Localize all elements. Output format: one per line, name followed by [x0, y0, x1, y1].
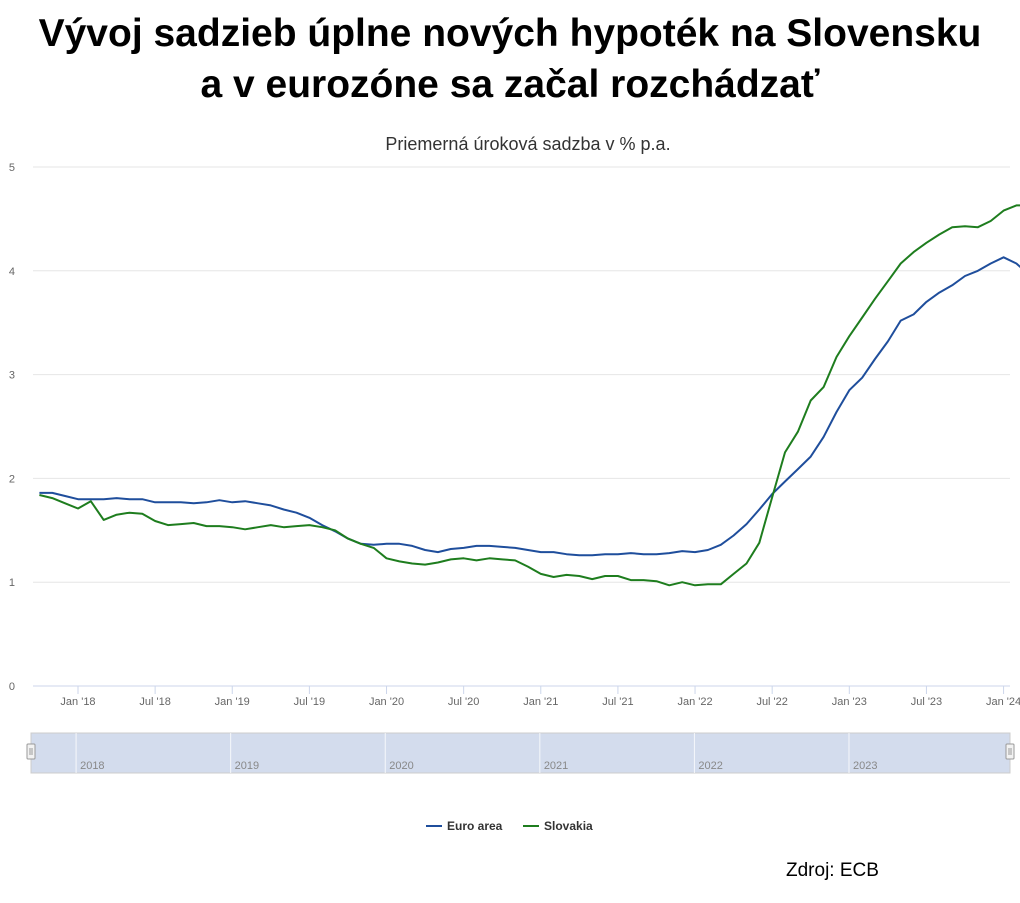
x-tick-label: Jan '18 — [60, 696, 95, 708]
y-tick-label: 0 — [9, 681, 15, 693]
range-navigator[interactable]: 2018 2019 2020 2021 2022 2023 — [26, 732, 1015, 774]
y-tick-label: 2 — [9, 473, 15, 485]
navigator-year-label: 2021 — [544, 760, 568, 772]
x-axis: Jan '18 Jul '18 Jan '19 Jul '19 Jan '20 Jul '… — [33, 685, 1020, 708]
x-tick-label: Jul '23 — [911, 696, 942, 708]
source-note: Zdroj: ECB — [786, 860, 879, 881]
gridlines — [33, 166, 1010, 583]
navigator-year-label: 2019 — [235, 760, 259, 772]
x-tick-label: Jul '18 — [139, 696, 170, 708]
x-tick-label: Jul '19 — [294, 696, 325, 708]
x-tick-label: Jan '22 — [677, 696, 712, 708]
navigator-handle-left[interactable] — [26, 743, 36, 760]
x-tick-label: Jul '22 — [756, 696, 787, 708]
headline: Vývoj sadzieb úplne nových hypoték na Sl… — [0, 8, 1020, 110]
y-tick-label: 5 — [9, 162, 15, 174]
headline-line-2: a v eurozóne sa začal rozchádzať — [200, 63, 820, 106]
headline-line-1: Vývoj sadzieb úplne nových hypoték na Sl… — [38, 12, 982, 55]
navigator-year-label: 2018 — [80, 760, 104, 772]
x-tick-label: Jul '21 — [602, 696, 633, 708]
navigator-year-label: 2023 — [853, 760, 877, 772]
series-line-slovakia — [39, 204, 1020, 587]
y-tick-label: 4 — [9, 266, 15, 278]
navigator-year-label: 2020 — [389, 760, 413, 772]
series-points — [38, 204, 1020, 586]
navigator-year-label: 2022 — [698, 760, 722, 772]
line-chart: Priemerná úroková sadzba v % p.a. 0 1 2 3 4 5… — [9, 134, 1020, 833]
x-tick-label: Jan '19 — [215, 696, 250, 708]
x-tick-label: Jan '24 — [986, 696, 1020, 708]
series-lines — [38, 204, 1020, 587]
legend-label: Slovakia — [544, 819, 593, 833]
y-tick-label: 1 — [9, 577, 15, 589]
navigator-handle-right[interactable] — [1005, 743, 1015, 760]
legend: Euro area Slovakia — [426, 819, 593, 833]
series-line-euro-area — [39, 256, 1020, 557]
y-axis: 0 1 2 3 4 5 — [9, 162, 15, 693]
y-tick-label: 3 — [9, 370, 15, 382]
legend-label: Euro area — [447, 819, 503, 833]
x-tick-label: Jan '23 — [832, 696, 867, 708]
x-tick-label: Jan '21 — [523, 696, 558, 708]
x-tick-label: Jul '20 — [448, 696, 479, 708]
chart-title: Priemerná úroková sadzba v % p.a. — [385, 134, 670, 154]
x-tick-label: Jan '20 — [369, 696, 404, 708]
